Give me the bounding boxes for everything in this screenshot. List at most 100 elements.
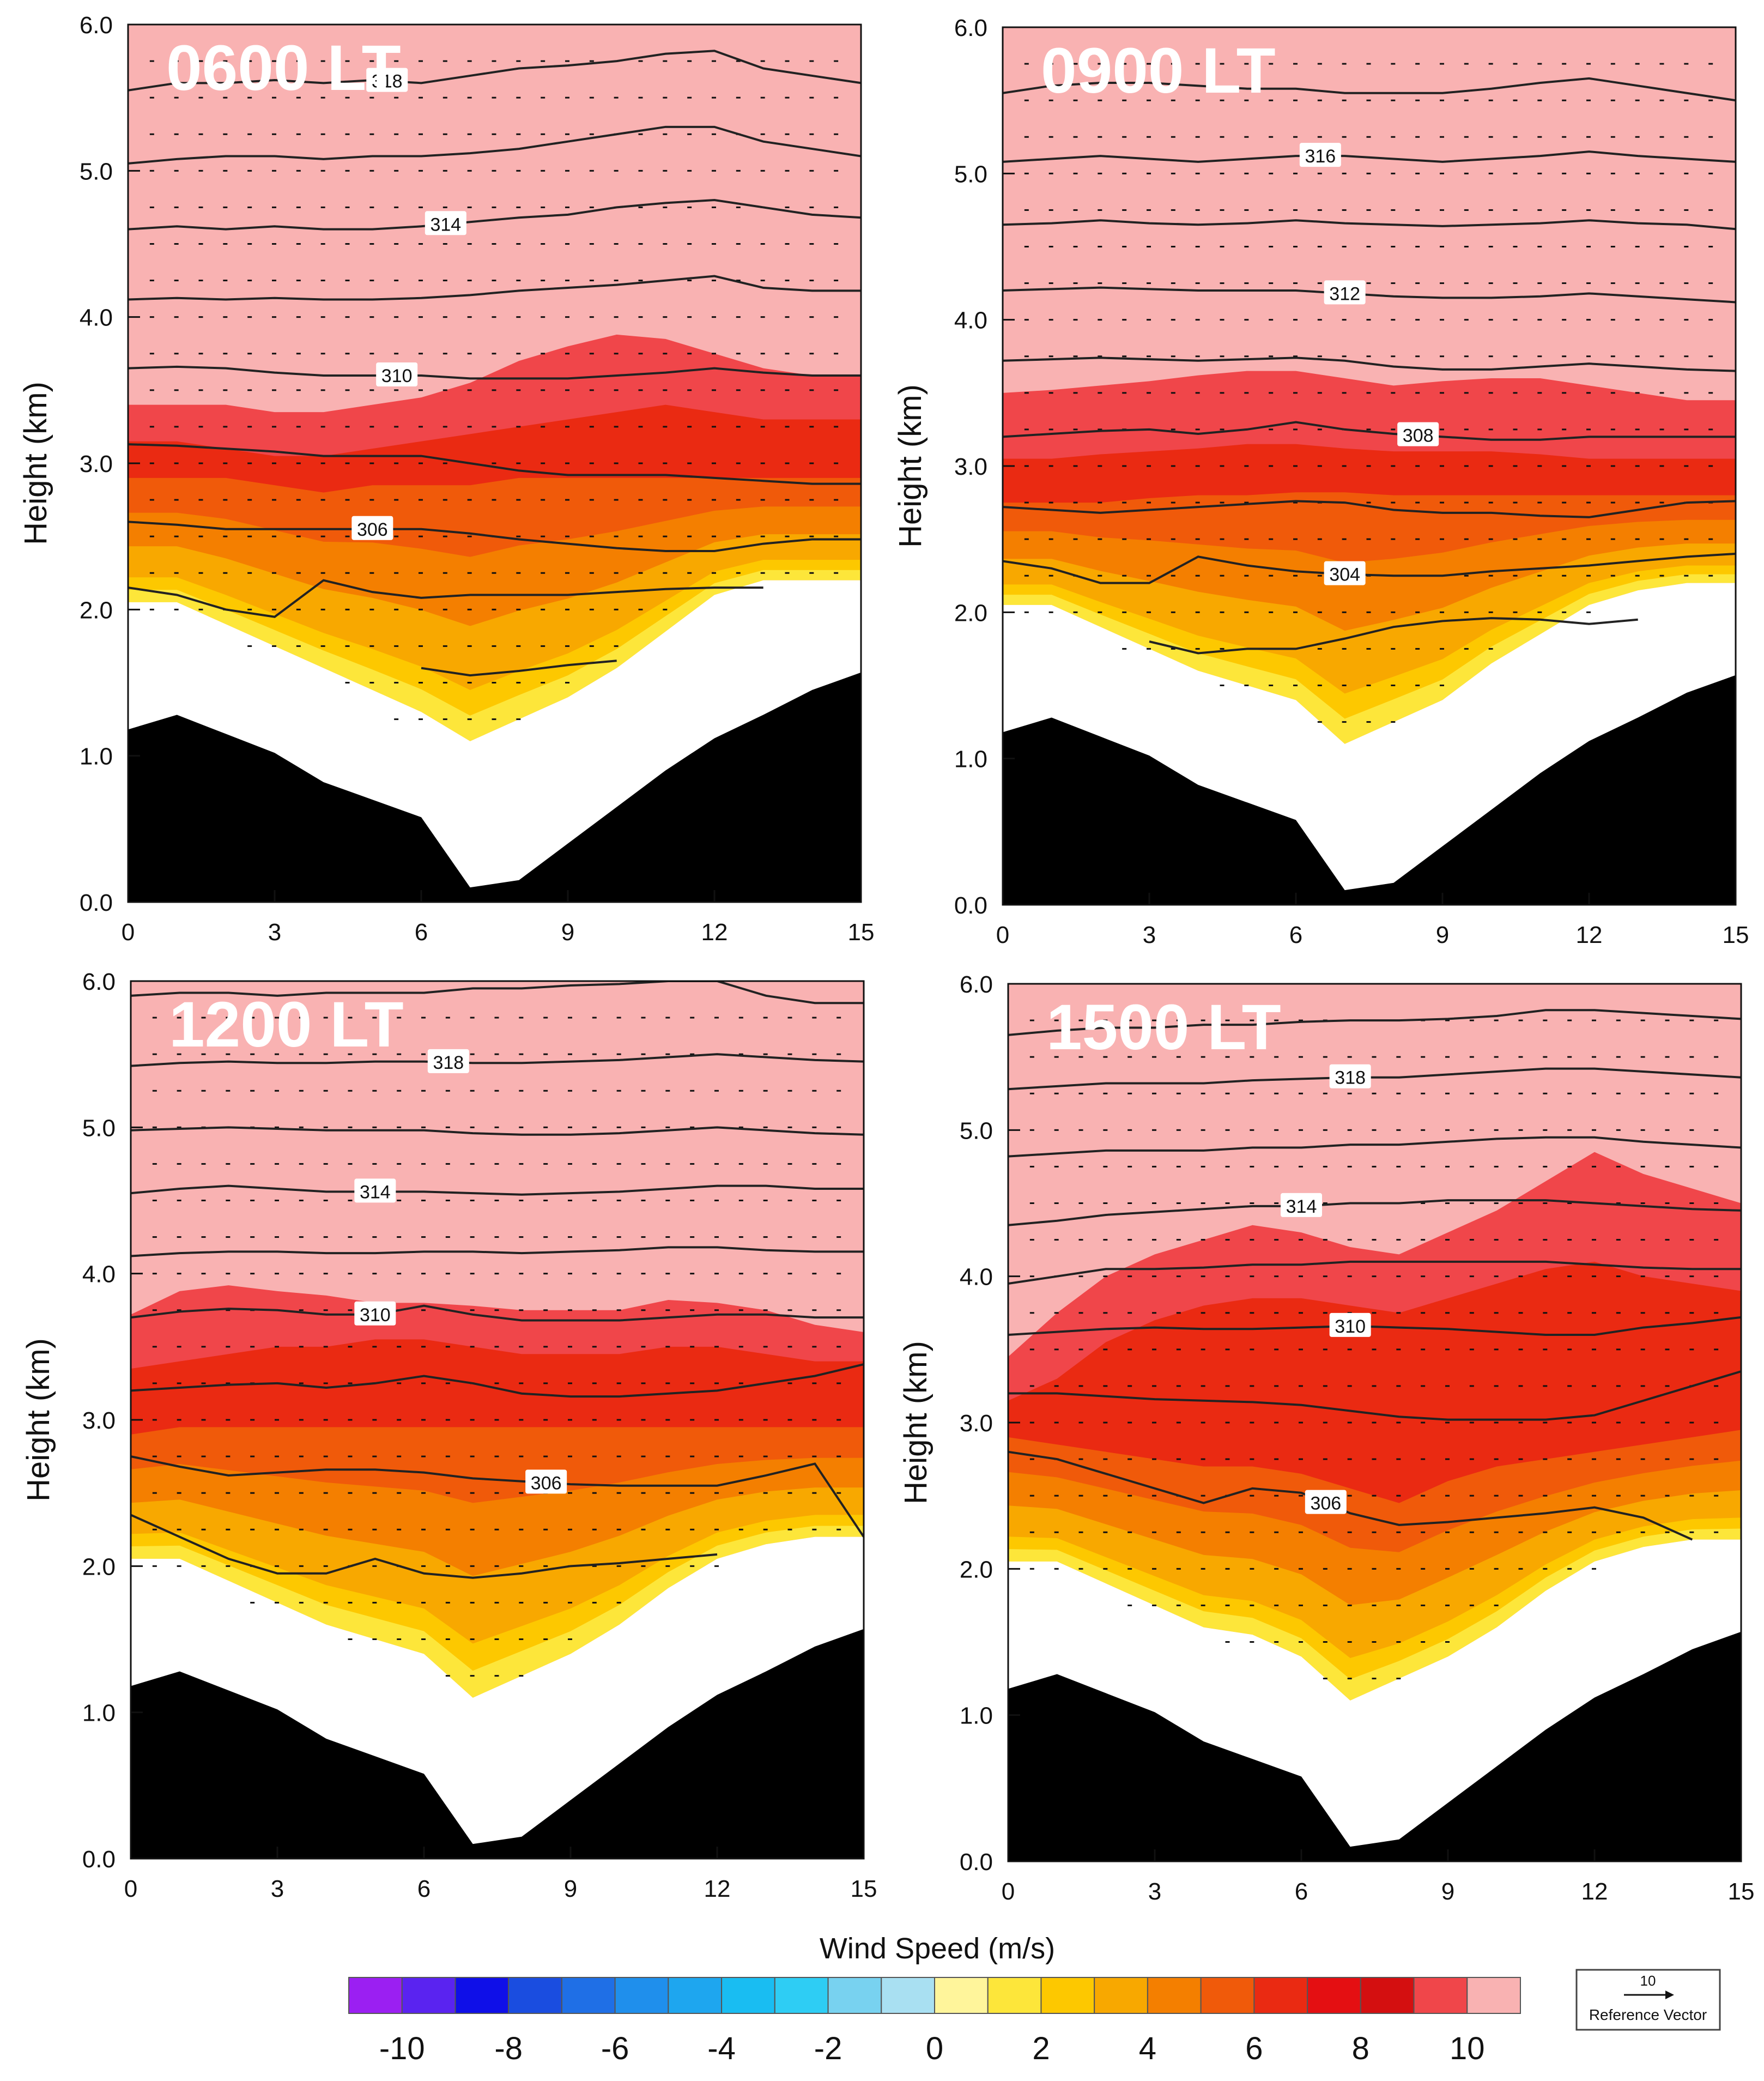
isentrope-line xyxy=(1008,1136,1741,1158)
speed-band-1-2 xyxy=(1003,565,1736,744)
isentrope-label-box xyxy=(427,1049,469,1073)
isentrope-line xyxy=(1003,219,1736,231)
colorbar-swatch xyxy=(614,1977,669,2014)
x-tick-label: 9 xyxy=(1441,1878,1454,1905)
isentrope-line xyxy=(1008,1067,1741,1091)
y-tick-label: 4.0 xyxy=(82,1261,116,1288)
colorbar-title: Wind Speed (m/s) xyxy=(820,1932,1055,1965)
colorbar-swatch xyxy=(987,1977,1042,2014)
y-tick-label: 5.0 xyxy=(82,1115,116,1141)
colorbar-swatch xyxy=(454,1977,510,2014)
speed-band-1-2 xyxy=(128,560,861,741)
isentrope-line xyxy=(128,443,861,485)
speed-band-2-4 xyxy=(1008,1490,1741,1701)
isentrope-label: 318 xyxy=(433,1052,464,1073)
isentrope-label-box xyxy=(1299,143,1341,167)
isentrope-line xyxy=(1008,1260,1741,1285)
isentrope-label: 314 xyxy=(1286,1196,1317,1217)
isentrope-label-box xyxy=(1324,280,1366,305)
y-tick-label: 5.0 xyxy=(954,161,987,187)
reference-vector-label: Reference Vector xyxy=(1589,2006,1707,2023)
colorbar-tick-label: -10 xyxy=(379,2031,425,2066)
isentropes: 318 314 310 306 xyxy=(1008,1009,1741,1541)
y-tick-label: 5.0 xyxy=(80,158,113,185)
isentrope-line xyxy=(131,1246,864,1257)
terrain xyxy=(1008,1631,1741,1861)
isentrope-label-box xyxy=(1329,1312,1371,1337)
isentrope-line xyxy=(131,1053,864,1067)
colorbar-swatch xyxy=(1040,1977,1095,2014)
y-axis-label: Height (km) xyxy=(893,384,928,548)
speed-band-0-1 xyxy=(1003,574,1736,744)
isentrope-label-box xyxy=(1324,561,1366,585)
x-tick-label: 0 xyxy=(124,1876,137,1902)
y-tick-label: 4.0 xyxy=(954,307,987,334)
isentrope-label: 310 xyxy=(381,366,413,386)
speed-band-0-1 xyxy=(1008,1528,1741,1701)
isentropes: 316 312 308 304 xyxy=(1003,77,1736,655)
speed-band-2-4 xyxy=(131,1487,864,1698)
colorbar-tick-label: 0 xyxy=(926,2031,943,2066)
y-tick-label: 2.0 xyxy=(80,597,113,624)
isentrope-label: 306 xyxy=(531,1473,562,1493)
y-tick-label: 0.0 xyxy=(82,1846,116,1873)
y-tick-label: 3.0 xyxy=(954,453,987,480)
isentrope-label: 304 xyxy=(1329,565,1360,585)
colorbar-tick-label: 2 xyxy=(1032,2031,1050,2066)
isentropes: 318 314 310 306 xyxy=(128,50,861,677)
colorbar-tick-label: -4 xyxy=(707,2031,736,2066)
y-axis-label: Height (km) xyxy=(898,1341,933,1504)
colorbar-tick-label: -8 xyxy=(494,2031,523,2066)
panel-title: 1200 LT xyxy=(169,989,404,1061)
isentrope-line xyxy=(1008,1009,1741,1036)
x-tick-label: 6 xyxy=(415,919,428,946)
y-tick-label: 1.0 xyxy=(82,1700,116,1727)
y-tick-label: 3.0 xyxy=(82,1407,116,1434)
y-tick-label: 0.0 xyxy=(954,892,987,919)
y-tick-label: 2.0 xyxy=(82,1553,116,1580)
y-tick-label: 5.0 xyxy=(960,1117,993,1144)
isentrope-line xyxy=(128,579,763,618)
isentrope-line xyxy=(1003,553,1736,584)
colorbar-swatch xyxy=(348,1977,403,2014)
y-tick-label: 1.0 xyxy=(960,1703,993,1729)
colorbar-swatch xyxy=(1360,1977,1415,2014)
isentrope-label: 314 xyxy=(430,214,461,235)
x-tick-label: 6 xyxy=(1289,922,1302,948)
colorbar-swatch xyxy=(827,1977,882,2014)
isentrope-line xyxy=(131,1126,864,1136)
isentrope-line xyxy=(131,981,864,1005)
x-tick-label: 15 xyxy=(1723,922,1749,948)
speed-band-2-4 xyxy=(1003,543,1736,744)
colorbar-swatch xyxy=(1253,1977,1308,2014)
x-tick-label: 9 xyxy=(1436,922,1449,948)
isentrope-label: 314 xyxy=(360,1182,391,1202)
speed-band-0-1 xyxy=(131,1526,864,1698)
x-tick-label: 12 xyxy=(1581,1878,1608,1905)
isentrope-label-box xyxy=(1305,1490,1347,1514)
isentrope-line xyxy=(128,125,861,165)
y-tick-label: 4.0 xyxy=(960,1264,993,1291)
plot-area: 316 312 308 304 xyxy=(1003,27,1736,905)
y-tick-label: 2.0 xyxy=(960,1556,993,1583)
colorbar-swatch xyxy=(881,1977,935,2014)
isentrope-line xyxy=(1003,150,1736,163)
x-tick-label: 15 xyxy=(848,919,875,946)
panel-title: 1500 LT xyxy=(1046,991,1281,1063)
panel-title: 0600 LT xyxy=(166,32,401,104)
isentrope-line xyxy=(131,1184,864,1196)
colorbar-tick-label: 4 xyxy=(1139,2031,1156,2066)
plot-area: 318 314 310 306 xyxy=(128,25,861,902)
colorbar-tick-label: -2 xyxy=(814,2031,842,2066)
y-tick-label: 0.0 xyxy=(960,1849,993,1876)
isentrope-label: 316 xyxy=(1305,146,1336,167)
isentrope-line xyxy=(128,198,861,231)
isentrope-line xyxy=(128,50,861,92)
reference-vector-value: 10 xyxy=(1640,1973,1656,1989)
colorbar-swatch xyxy=(1094,1977,1148,2014)
x-tick-label: 6 xyxy=(1295,1878,1308,1905)
y-tick-label: 3.0 xyxy=(960,1410,993,1437)
